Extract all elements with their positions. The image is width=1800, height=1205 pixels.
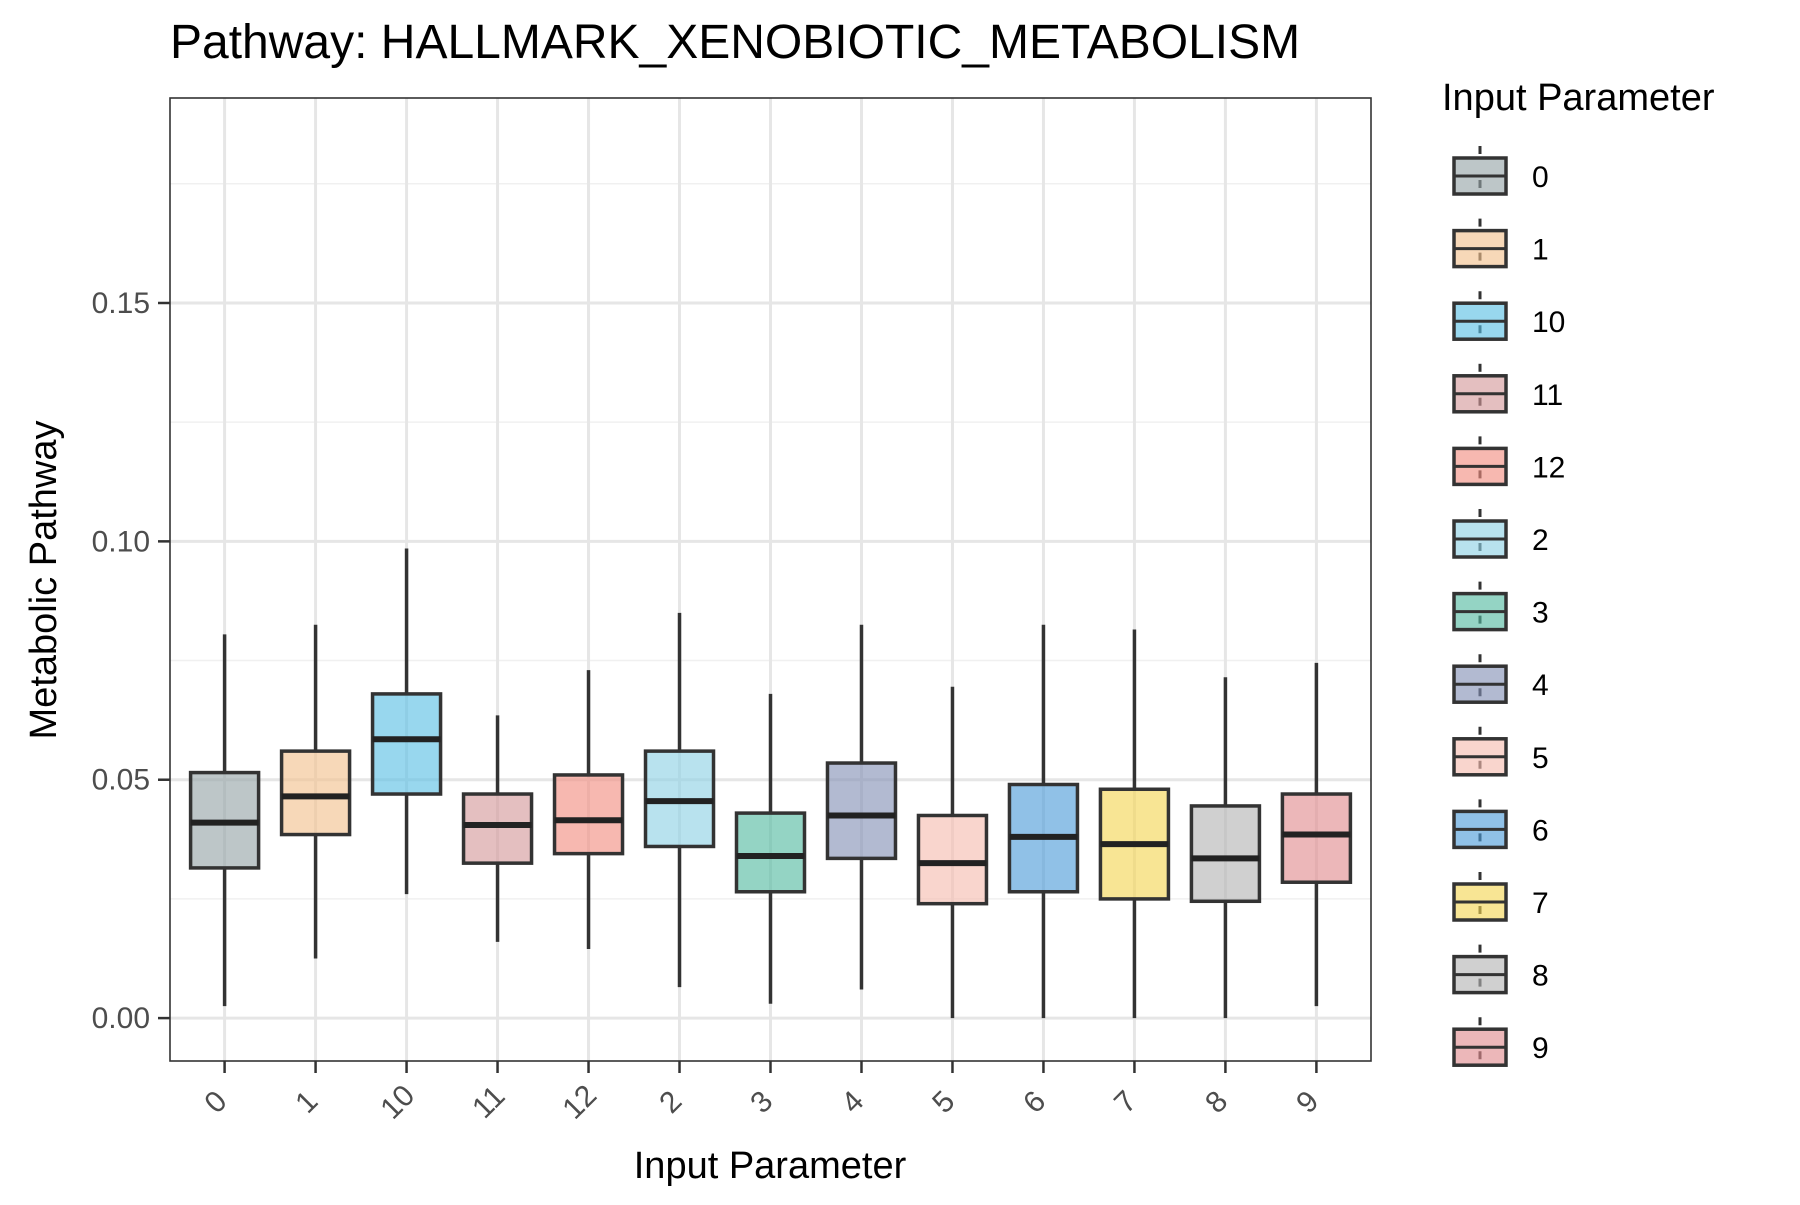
x-tick-label: 10 xyxy=(374,1079,421,1126)
x-tick-label: 6 xyxy=(1017,1085,1052,1120)
y-tick-label: 0.15 xyxy=(92,287,150,320)
legend-label-4: 4 xyxy=(1532,669,1549,702)
y-axis-label: Metabolic Pathway xyxy=(23,421,65,740)
box-4 xyxy=(825,761,898,861)
y-tick-label: 0.00 xyxy=(92,1002,150,1035)
legend-label-12: 12 xyxy=(1532,451,1565,484)
legend-label-9: 9 xyxy=(1532,1032,1549,1065)
y-tick-label: 0.05 xyxy=(92,764,150,797)
x-tick-label: 0 xyxy=(198,1085,233,1120)
chart-title: Pathway: HALLMARK_XENOBIOTIC_METABOLISM xyxy=(170,16,1300,69)
box-1 xyxy=(279,749,352,837)
legend-label-2: 2 xyxy=(1532,524,1549,557)
box-3 xyxy=(734,811,807,894)
whisker-layer xyxy=(222,548,1319,1019)
x-tick-label: 12 xyxy=(556,1079,603,1126)
legend-label-6: 6 xyxy=(1532,814,1549,847)
legend-label-5: 5 xyxy=(1532,742,1549,775)
legend-label-1: 1 xyxy=(1532,234,1549,267)
x-axis: 0 1 10 11 12 2 3 4 5 6 7 8 9 xyxy=(198,1061,1325,1126)
legend-label-0: 0 xyxy=(1532,161,1549,194)
x-tick-label: 1 xyxy=(289,1085,324,1120)
box-11 xyxy=(461,792,534,865)
legend: 0 1 10 11 12 2 3 4 5 6 7 8 9 xyxy=(1452,146,1565,1078)
box-8 xyxy=(1189,804,1262,904)
x-tick-label: 7 xyxy=(1108,1085,1143,1120)
box-5 xyxy=(916,813,989,906)
legend-label-7: 7 xyxy=(1532,887,1549,920)
box-9 xyxy=(1280,792,1353,884)
x-tick-label: 11 xyxy=(466,1080,511,1125)
x-tick-label: 9 xyxy=(1290,1085,1325,1120)
x-tick-label: 8 xyxy=(1199,1085,1234,1120)
x-tick-label: 5 xyxy=(926,1085,961,1120)
legend-label-8: 8 xyxy=(1532,960,1549,993)
legend-label-3: 3 xyxy=(1532,597,1549,630)
y-tick-label: 0.10 xyxy=(92,525,150,558)
box-12 xyxy=(552,773,625,856)
legend-title: Input Parameter xyxy=(1442,77,1715,119)
x-tick-label: 2 xyxy=(653,1085,688,1120)
x-tick-label: 3 xyxy=(744,1085,779,1120)
legend-label-11: 11 xyxy=(1532,379,1563,412)
legend-label-10: 10 xyxy=(1532,306,1565,339)
x-axis-label: Input Parameter xyxy=(634,1145,907,1187)
box-10 xyxy=(370,692,443,796)
x-tick-label: 4 xyxy=(835,1085,870,1120)
y-axis: 0.00 0.05 0.10 0.15 xyxy=(92,287,170,1035)
box-layer xyxy=(188,692,1353,906)
